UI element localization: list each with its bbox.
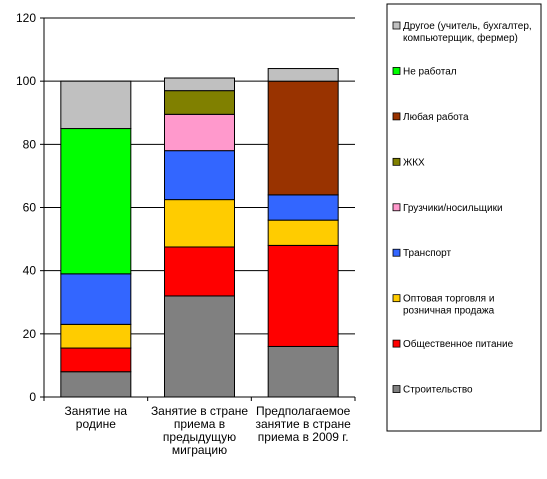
bar-segment [267, 219, 339, 246]
legend-label-line: компьютерщик, фермер) [403, 32, 518, 44]
legend-label: Общественное питание [403, 338, 514, 350]
y-tick-label: 100 [16, 74, 36, 88]
x-category-label-line: Занятие в стране [151, 404, 248, 418]
legend-label-line: Не работал [403, 65, 457, 77]
bar-segment [164, 246, 235, 297]
y-tick-label: 20 [23, 327, 37, 341]
bar-segment [60, 128, 132, 275]
bars [60, 68, 339, 398]
bar-segment [164, 199, 235, 248]
legend-swatch [392, 157, 401, 166]
legend-swatch [392, 385, 401, 393]
bar-segment [164, 113, 235, 152]
bar-segment [267, 80, 339, 196]
legend-label-line: Строительство [403, 385, 473, 396]
legend-label: Любая работа [403, 111, 469, 123]
bar-segment [164, 90, 235, 115]
bar-segment [164, 295, 235, 398]
legend-swatch [392, 294, 401, 303]
y-tick-label: 40 [23, 264, 37, 278]
legend-label: Транспорт [403, 248, 452, 259]
legend-label-line: Оптовая торговля и [403, 294, 494, 305]
bar-segment [164, 77, 235, 92]
legend-swatch [392, 339, 401, 348]
bar-segment [60, 347, 132, 373]
bar-segment [60, 273, 132, 325]
bar-segment [60, 80, 132, 130]
legend-swatch [392, 112, 401, 121]
x-category-label-line: приема в 2009 г. [258, 430, 349, 444]
y-tick-label: 120 [16, 11, 36, 25]
bar-segment [60, 371, 132, 398]
bar-segment [267, 345, 339, 398]
legend-swatch [392, 203, 401, 212]
legend-label-line: Транспорт [403, 248, 452, 259]
legend-label-line: Общественное питание [403, 338, 514, 350]
x-category-label-line: миграцию [172, 443, 227, 457]
legend-label-line: Любая работа [403, 111, 469, 123]
legend-swatch [392, 21, 401, 30]
x-category-label-line: Предполагаемое [256, 404, 351, 418]
legend-label-line: розничная продажа [403, 306, 495, 317]
legend-label: Не работал [403, 65, 457, 77]
bar-segment [267, 68, 339, 82]
x-category-label: Предполагаемое занятие в стране приема в 2… [255, 404, 351, 444]
x-category-label-line: Занятие на [65, 404, 128, 418]
legend: Другое (учитель, бухгалтер, компьютерщик,… [386, 3, 542, 432]
legend-box [386, 3, 542, 432]
legend-label: Грузчики/носильщики [403, 203, 503, 214]
legend-swatch [392, 248, 401, 257]
x-category-label-line: предыдущую [163, 430, 236, 444]
bar-segment [267, 244, 339, 347]
legend-label-line: Другое (учитель, бухгалтер, [403, 20, 532, 32]
y-tick-label: 0 [29, 390, 36, 404]
legend-label: Другое (учитель, бухгалтер, компьютерщик,… [403, 20, 532, 44]
bar-segment [60, 323, 132, 349]
x-category-label: Занятие в стране приема в предыдущую миграц… [151, 404, 248, 457]
y-tick-label: 80 [23, 137, 37, 151]
x-category-label-line: приема в [174, 417, 225, 431]
legend-label-line: Грузчики/носильщики [403, 203, 503, 214]
legend-label: Строительство [403, 385, 473, 396]
y-tick-label: 60 [23, 201, 37, 215]
legend-label-line: ЖКХ [403, 157, 425, 168]
x-category-label: Занятие на родине [65, 404, 128, 431]
bar-segment [164, 150, 235, 201]
bar-segment [267, 194, 339, 221]
legend-swatch [392, 67, 401, 75]
x-category-label-line: родине [76, 417, 116, 431]
legend-label: ЖКХ [403, 157, 425, 168]
x-category-label-line: занятие в стране [255, 417, 351, 431]
axes: 0 20 40 60 80 100 120 Занятие на родине Занятие в… [16, 11, 356, 457]
legend-label: Оптовая торговля и розничная продажа [403, 294, 495, 317]
